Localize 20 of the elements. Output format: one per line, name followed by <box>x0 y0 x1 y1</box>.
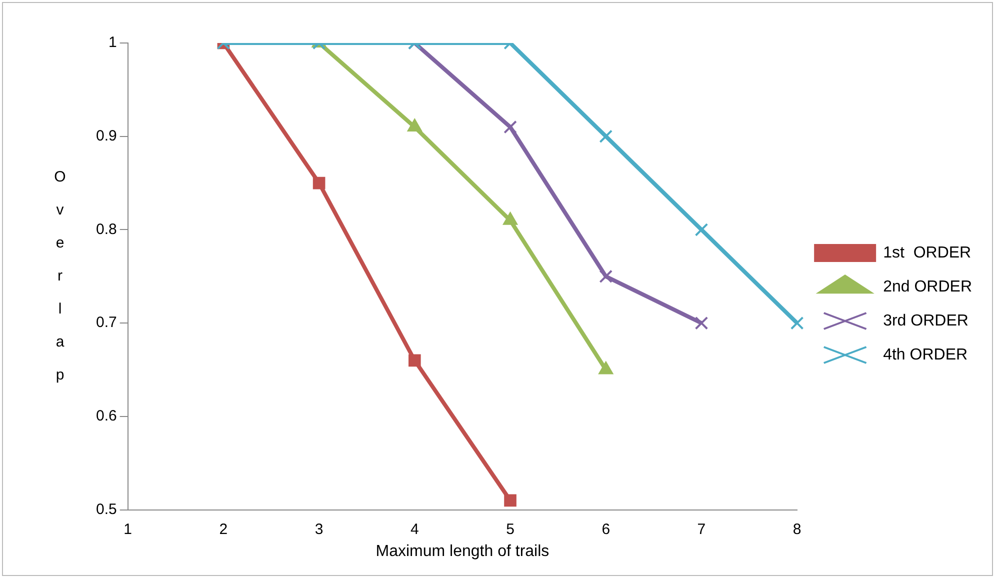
y-tick-label: 0.9 <box>96 128 117 144</box>
x-tick-label: 3 <box>314 520 324 538</box>
x-tick-label: 6 <box>602 520 610 538</box>
y-tick-label: 1 <box>108 34 117 52</box>
x-tick-label: 8 <box>792 520 802 538</box>
y-axis-title: Overlap <box>54 168 66 384</box>
legend-label: 2nd ORDER <box>883 278 972 296</box>
y-tick-label: 0.6 <box>96 408 117 425</box>
legend-label: 3rd ORDER <box>883 312 968 330</box>
x-tick-label: 7 <box>697 520 706 538</box>
x-tick-label: 5 <box>506 520 514 538</box>
y-tick-label: 0.8 <box>96 220 117 238</box>
x-tick-label: 4 <box>410 520 419 538</box>
y-tick-label: 0.5 <box>96 500 117 518</box>
x-tick-label: 1 <box>124 520 132 538</box>
y-tick-label: 0.7 <box>96 314 117 332</box>
legend-label: 1st ORDER <box>883 244 972 262</box>
legend-label: 4th ORDER <box>883 346 968 364</box>
x-axis-title: Maximum length of trails <box>376 542 550 560</box>
x-tick-label: 2 <box>219 520 228 538</box>
